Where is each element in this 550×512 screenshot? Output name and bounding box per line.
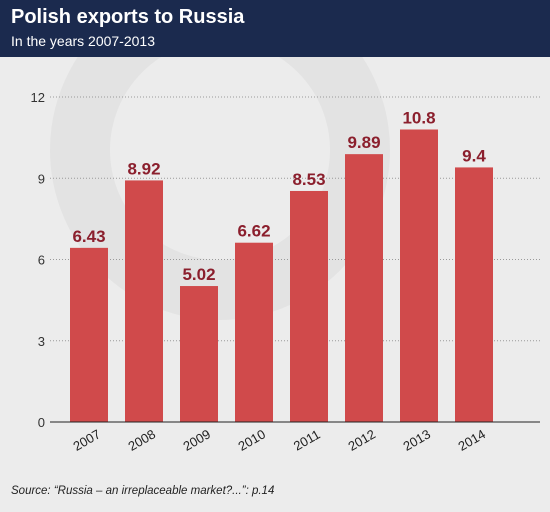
value-label: 9.89	[347, 133, 380, 152]
chart-title: Polish exports to Russia	[11, 6, 245, 28]
source-note: Source: “Russia – an irreplaceable marke…	[11, 485, 275, 497]
x-tick-label: 2013	[400, 426, 433, 453]
value-label: 8.92	[127, 159, 160, 178]
bar[interactable]	[290, 190, 328, 422]
bar-chart: 6.43 8.92 5.02 6.62 8.53 9.89 10.8 9.4 0 3 6 9 12 20…	[31, 0, 540, 454]
chart-header: Polish exports to Russia In the years 20…	[0, 0, 550, 57]
x-tick-label: 2010	[235, 426, 268, 453]
bar[interactable]	[345, 154, 383, 423]
value-label: 10.8	[402, 109, 435, 128]
value-label: 6.62	[237, 222, 270, 241]
bar[interactable]	[400, 129, 438, 423]
chart-subtitle: In the years 2007-2013	[11, 33, 155, 49]
y-tick-label: 12	[31, 90, 45, 105]
x-tick-label: 2007	[70, 426, 103, 453]
bar[interactable]	[235, 242, 273, 422]
bar[interactable]	[455, 167, 493, 422]
x-tick-label: 2014	[455, 426, 488, 453]
value-label: 6.43	[72, 227, 105, 246]
value-label: 9.4	[462, 146, 486, 165]
bar[interactable]	[180, 286, 218, 422]
value-label: 8.53	[292, 170, 325, 189]
y-tick-label: 6	[38, 253, 45, 268]
x-tick-label: 2012	[345, 426, 378, 453]
bar[interactable]	[70, 247, 108, 422]
x-tick-label: 2011	[291, 427, 323, 454]
value-label: 5.02	[182, 265, 215, 284]
y-tick-label: 3	[38, 334, 45, 349]
bar[interactable]	[125, 180, 163, 422]
y-tick-label: 9	[38, 171, 45, 186]
y-tick-label: 0	[38, 415, 45, 430]
x-tick-label: 2008	[125, 426, 158, 453]
x-tick-label: 2009	[180, 426, 213, 453]
